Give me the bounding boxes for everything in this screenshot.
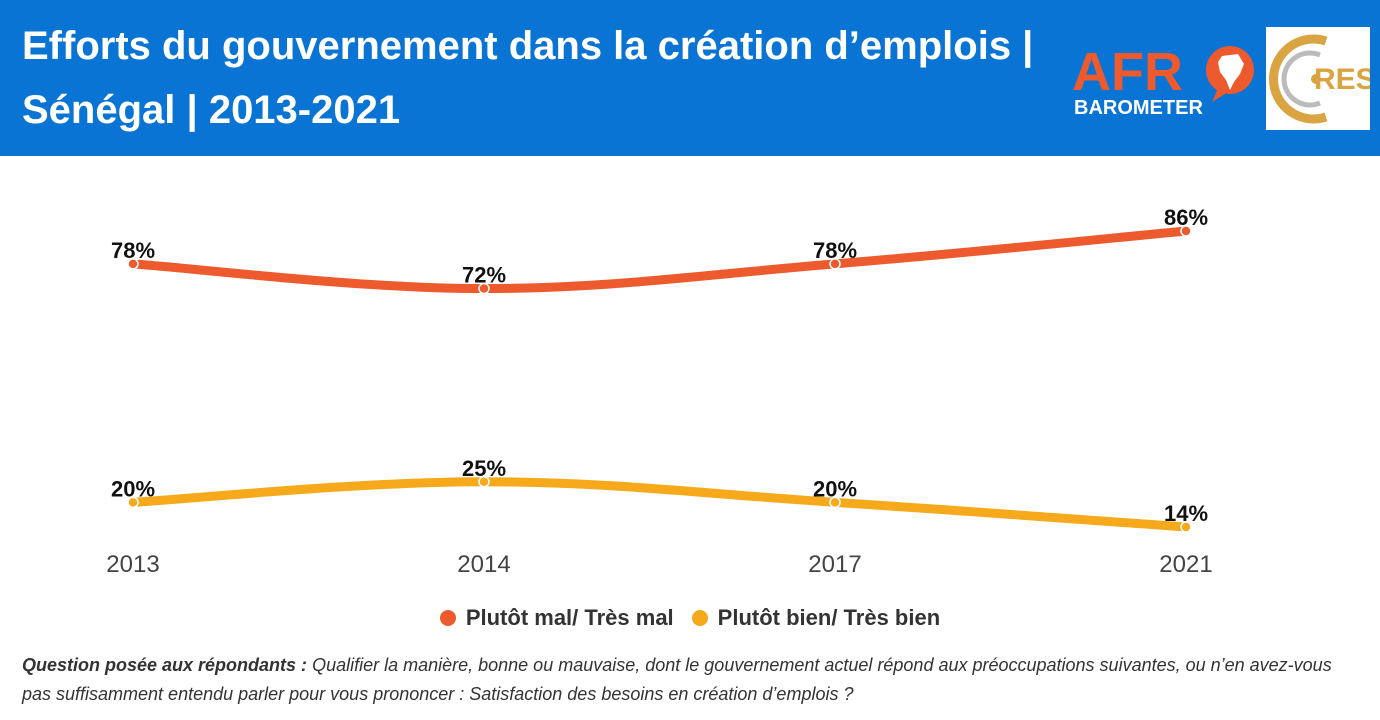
- afro-logo-subtext: BAROMETER: [1074, 97, 1203, 119]
- data-label: 20%: [813, 476, 857, 501]
- afro-logo-text: AFR: [1072, 42, 1183, 102]
- legend-item-bad: Plutôt mal/ Très mal: [439, 605, 674, 631]
- data-label: 86%: [1164, 205, 1208, 230]
- chart-title: Efforts du gouvernement dans la création…: [22, 24, 1034, 132]
- x-tick-label: 2021: [1159, 551, 1212, 578]
- chart-legend: Plutôt mal/ Très mal Plutôt bien/ Très b…: [0, 600, 1380, 636]
- legend-dot-good-icon: [691, 610, 708, 626]
- data-point: [127, 258, 139, 270]
- data-point: [478, 282, 490, 295]
- africa-icon: [1218, 54, 1244, 90]
- data-label: 25%: [462, 456, 506, 481]
- x-tick-label: 2017: [808, 551, 861, 578]
- question-note: Question posée aux répondants : Qualifie…: [22, 651, 1362, 709]
- data-label: 78%: [111, 238, 155, 263]
- data-point: [829, 258, 841, 270]
- cres-logo: RES: [1266, 27, 1376, 130]
- data-label: 72%: [462, 263, 506, 288]
- series-line-0: [128, 226, 1191, 294]
- note-text: Qualifier la manière, bonne ou mauvaise,…: [22, 655, 1332, 704]
- afrobarometer-logo: AFR BAROMETER: [1072, 42, 1254, 119]
- cres-arc-icon: [1269, 34, 1328, 124]
- data-point: [127, 496, 139, 509]
- legend-item-good: Plutôt bien/ Très bien: [691, 605, 941, 631]
- data-point: [829, 496, 841, 509]
- line-chart: 78% 72% 78% 86% 20% 25% 20% 14% 2013 2014 2017 2021: [106, 205, 1212, 578]
- series-line-1: [128, 477, 1191, 532]
- cres-logo-text: RES: [1314, 63, 1370, 96]
- note-label: Question posée aux répondants :: [22, 655, 308, 675]
- x-tick-label: 2013: [106, 551, 159, 578]
- legend-dot-bad-icon: [439, 610, 456, 626]
- legend-label-good: Plutôt bien/ Très bien: [717, 605, 941, 630]
- data-point: [478, 476, 490, 488]
- data-label: 20%: [111, 476, 155, 501]
- header-banner: Efforts du gouvernement dans la création…: [0, 0, 1380, 156]
- x-tick-label: 2014: [457, 551, 510, 578]
- legend-label-bad: Plutôt mal/ Très mal: [465, 605, 674, 630]
- data-point: [1180, 521, 1192, 533]
- data-point: [1180, 225, 1192, 237]
- data-label: 14%: [1164, 501, 1208, 526]
- data-label: 78%: [813, 238, 857, 263]
